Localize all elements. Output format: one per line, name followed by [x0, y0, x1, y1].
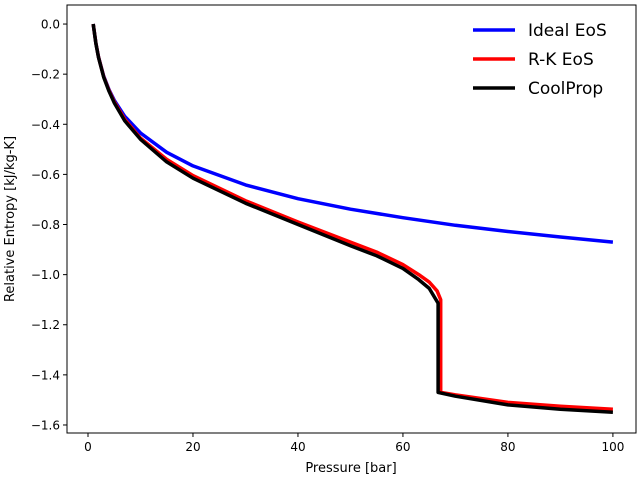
x-tick-label: 20	[185, 440, 200, 454]
y-tick-label: −1.4	[31, 368, 60, 382]
y-tick-label: −1.2	[31, 318, 60, 332]
y-tick-label: −0.2	[31, 68, 60, 82]
y-axis-label: Relative Entropy [kJ/kg-K]	[3, 136, 18, 302]
x-tick-label: 100	[601, 440, 624, 454]
x-tick-label: 80	[500, 440, 515, 454]
series-line-2	[91, 23, 613, 414]
y-tick-label: −1.6	[31, 418, 60, 432]
legend-label-0: Ideal EoS	[528, 21, 607, 41]
x-axis-label: Pressure [bar]	[305, 461, 396, 476]
y-tick-label: −0.8	[31, 218, 60, 232]
series-lines	[91, 23, 614, 414]
x-tick-label: 40	[290, 440, 305, 454]
legend-label-1: R-K EoS	[528, 50, 594, 70]
plot-frame	[66, 4, 637, 434]
x-tick-label: 60	[395, 440, 410, 454]
y-tick-label: −0.6	[31, 168, 60, 182]
legend: Ideal EoS R-K EoS CoolProp	[473, 21, 607, 99]
y-tick-label: −0.4	[31, 118, 60, 132]
y-axis: 0.0 −0.2 −0.4 −0.6 −0.8 −1.0 −1.2 −1.4 −1.6	[31, 18, 67, 432]
y-tick-label: 0.0	[41, 18, 60, 32]
x-tick-label: 0	[84, 440, 92, 454]
legend-label-2: CoolProp	[528, 79, 603, 99]
x-axis: 0 20 40 60 80 100	[84, 433, 624, 454]
y-tick-label: −1.0	[31, 268, 60, 282]
